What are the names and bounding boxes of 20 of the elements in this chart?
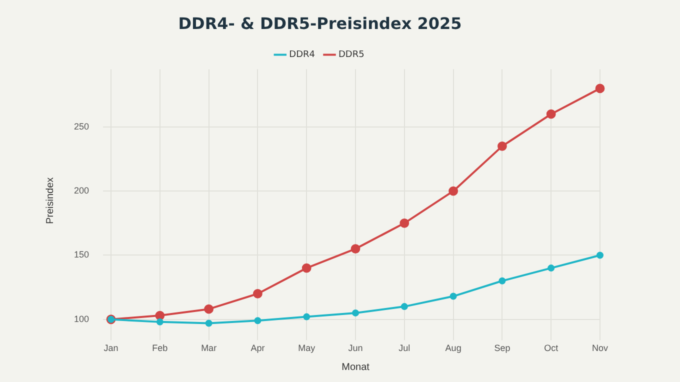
- x-tick-label: Feb: [152, 343, 168, 354]
- x-tick-label: Aug: [445, 343, 462, 354]
- x-tick-label: Jan: [104, 343, 118, 354]
- chart-title: DDR4- & DDR5-Preisindex 2025: [178, 14, 462, 33]
- y-tick-label: 150: [74, 250, 90, 260]
- x-tick-label: Nov: [592, 343, 608, 354]
- x-tick-label: Jul: [398, 343, 410, 354]
- x-tick-label: Apr: [250, 343, 265, 354]
- y-tick-label: 250: [74, 121, 90, 132]
- x-tick-label: Sep: [494, 343, 510, 354]
- y-tick-label: 100: [74, 314, 90, 324]
- x-tick-label: Jun: [348, 343, 363, 354]
- x-tick-label: Mar: [201, 343, 217, 354]
- x-axis-title: Monat: [342, 362, 370, 373]
- y-axis-title: Preisindex: [44, 177, 56, 224]
- legend-label: DDR4: [289, 50, 316, 60]
- x-tick-label: May: [298, 343, 316, 354]
- y-tick-label: 200: [74, 186, 90, 196]
- x-tick-label: Oct: [544, 343, 559, 354]
- legend-label: DDR5: [338, 50, 364, 60]
